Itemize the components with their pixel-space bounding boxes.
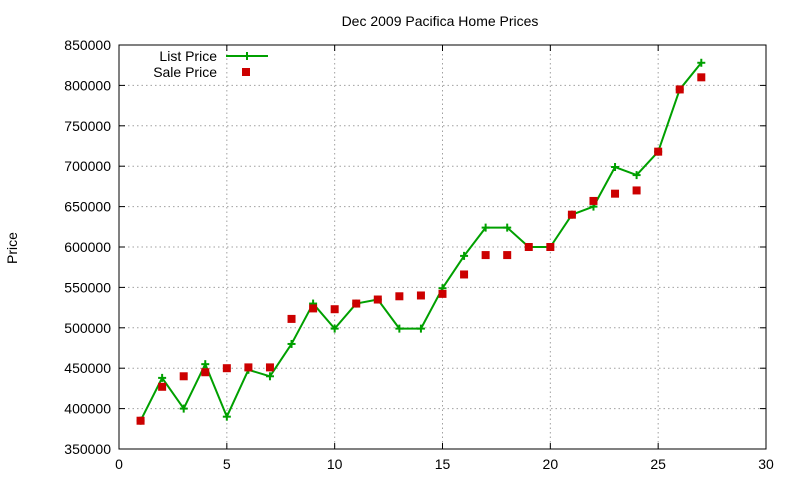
x-tick-label: 20: [543, 456, 559, 472]
data-point: [524, 243, 533, 251]
data-point: [330, 305, 339, 314]
y-tick-label: 600000: [64, 239, 111, 255]
data-point: [309, 304, 318, 313]
data-point: [567, 210, 576, 219]
data-point: [352, 299, 361, 308]
y-tick-label: 750000: [64, 118, 111, 134]
chart-title: Dec 2009 Pacifica Home Prices: [342, 13, 539, 29]
series-0: [136, 58, 706, 425]
data-point: [460, 270, 469, 279]
data-point: [416, 324, 425, 333]
data-point: [503, 223, 512, 232]
data-point: [179, 372, 188, 381]
legend-marker: [243, 52, 251, 60]
x-tick-label: 10: [327, 456, 343, 472]
data-point: [481, 251, 490, 260]
data-point: [632, 186, 641, 195]
data-point: [222, 412, 231, 421]
data-point: [244, 363, 253, 372]
data-point: [265, 363, 274, 372]
data-point: [481, 223, 490, 232]
x-tick-label: 0: [115, 456, 123, 472]
data-point: [201, 368, 210, 377]
data-point: [416, 291, 425, 300]
data-point: [287, 339, 296, 348]
data-point: [632, 171, 641, 180]
data-point: [460, 251, 469, 260]
y-tick-label: 850000: [64, 37, 111, 53]
plot-frame: [118, 44, 767, 450]
x-tick-label: 15: [435, 456, 451, 472]
legend-marker: [242, 68, 250, 76]
y-axis-label: Price: [4, 232, 20, 264]
data-point: [265, 372, 274, 381]
y-tick-label: 700000: [64, 158, 111, 174]
data-point: [158, 373, 167, 382]
data-point: [438, 289, 447, 298]
data-point: [158, 382, 167, 391]
data-point: [395, 324, 404, 333]
data-point: [201, 360, 210, 369]
data-point: [611, 163, 620, 172]
data-point: [546, 243, 555, 251]
x-tick-label: 5: [223, 456, 231, 472]
x-tick-label: 30: [758, 456, 774, 472]
y-tick-label: 400000: [64, 401, 111, 417]
data-point: [373, 295, 382, 304]
series: [136, 58, 706, 425]
x-tick-label: 25: [650, 456, 666, 472]
data-point: [287, 314, 296, 323]
data-point: [179, 404, 188, 413]
y-tick-label: 650000: [64, 199, 111, 215]
y-tick-label: 800000: [64, 77, 111, 93]
data-point: [654, 147, 663, 156]
data-point: [222, 364, 231, 373]
y-tick-label: 350000: [64, 441, 111, 457]
data-point: [503, 251, 512, 260]
tick-labels: 0 5 10 15 20 25 30 350000 400000 450000 500000 5500…: [64, 37, 774, 472]
data-point: [675, 85, 684, 94]
data-point: [395, 292, 404, 301]
data-point: [697, 58, 706, 67]
legend-label: Sale Price: [153, 64, 217, 80]
data-point: [330, 324, 339, 333]
legend-label: List Price: [159, 48, 217, 64]
series-1: [136, 73, 706, 425]
y-tick-label: 450000: [64, 360, 111, 376]
data-point: [136, 416, 145, 425]
data-point: [589, 196, 598, 205]
data-point: [611, 189, 620, 198]
y-tick-label: 500000: [64, 320, 111, 336]
data-point: [697, 73, 706, 82]
y-tick-label: 550000: [64, 279, 111, 295]
